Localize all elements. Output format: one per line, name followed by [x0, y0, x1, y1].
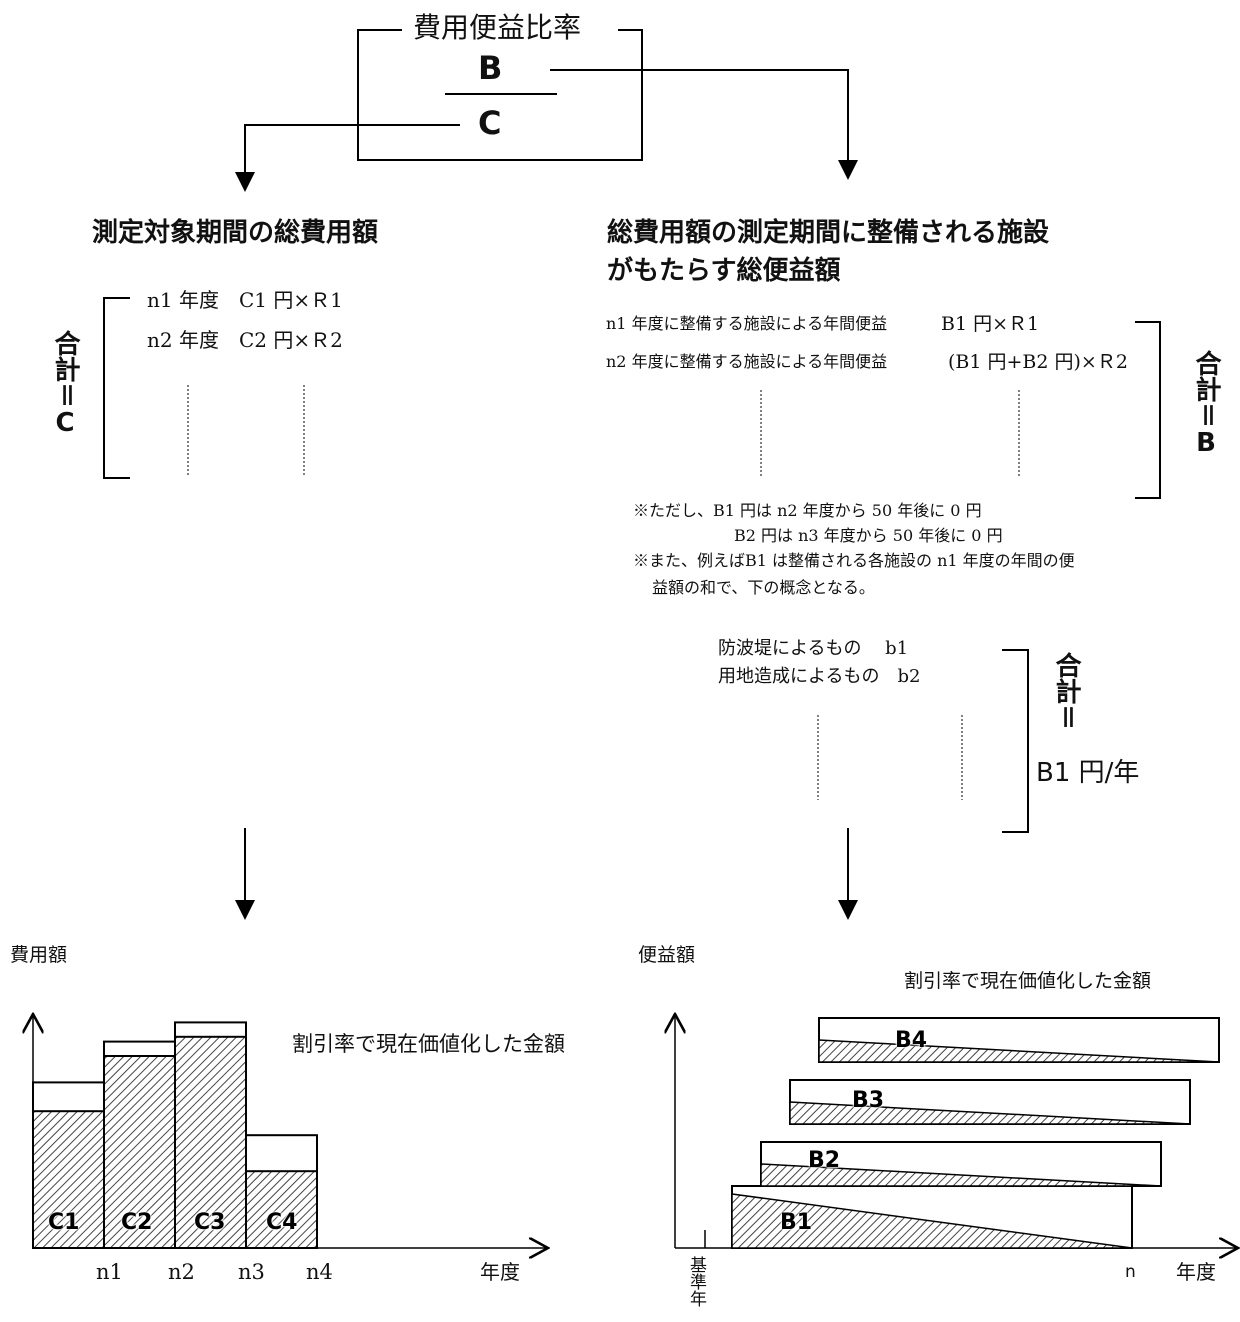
cost-tick-n3: n3 [238, 1260, 265, 1284]
sub-total-label: 合計＝ [1051, 652, 1081, 730]
benefit-bands [731, 1017, 1220, 1249]
benefit-band-label-b3: B3 [852, 1088, 885, 1113]
benefit-wedge-b2 [760, 1163, 1162, 1187]
benefit-wedge-b3 [789, 1101, 1191, 1125]
benefit-wedge-b4 [818, 1039, 1220, 1063]
benefit-wedge-b1 [731, 1193, 1133, 1249]
cost-bar-discounted-c1 [32, 1110, 105, 1249]
cost-tick-n2: n2 [168, 1260, 195, 1284]
base-year-label: 基準年 [686, 1256, 706, 1307]
cost-heading: 測定対象期間の総費用額 [92, 218, 379, 248]
cost-total: 合計＝C [50, 330, 80, 438]
benefit-band-label-b4: B4 [895, 1028, 928, 1053]
cost-chart-annotation: 割引率で現在価値化した金額 [292, 1032, 565, 1056]
benefit-heading-line1: 総費用額の測定期間に整備される施設 [607, 218, 1050, 248]
cost-tick-n4: n4 [306, 1260, 333, 1284]
ratio-title: 費用便益比率 [413, 11, 582, 44]
benefit-note-2: B2 円は n3 年度から 50 年後に 0 円 [734, 526, 1003, 545]
sub-row-1: 防波堤によるもの b1 [718, 638, 909, 659]
ratio-box [357, 29, 643, 161]
benefit-bracket [1135, 321, 1161, 499]
benefit-heading-line2: がもたらす総便益額 [607, 256, 841, 286]
sub-bracket [1002, 649, 1029, 833]
cost-bar-discounted-c4 [245, 1170, 318, 1249]
benefit-note-3: ※また、例えばB1 は整備される各施設の n1 年度の年間の便 [633, 551, 1075, 570]
benefit-note-1: ※ただし、B1 円は n2 年度から 50 年後に 0 円 [633, 501, 982, 520]
benefit-band-label-b1: B1 [780, 1210, 813, 1235]
cost-chart-ylabel: 費用額 [10, 944, 68, 966]
benefit-chart-ylabel: 便益額 [638, 944, 696, 966]
benefit-chart-annotation: 割引率で現在価値化した金額 [904, 970, 1152, 992]
benefit-chart-xlabel: 年度 [1176, 1260, 1216, 1284]
cost-bar-label-c2: C2 [121, 1210, 153, 1235]
benefit-row-2-label: n2 年度に整備する施設による年間便益 [606, 352, 888, 371]
cost-bars [32, 1021, 318, 1250]
benefit-note-4: 益額の和で、下の概念となる。 [652, 578, 875, 597]
cost-chart-xlabel: 年度 [480, 1260, 520, 1284]
sub-row-2: 用地造成によるもの b2 [718, 666, 921, 687]
cost-bracket [103, 297, 130, 479]
benefit-row-1-value: B1 円×Ｒ1 [941, 313, 1040, 335]
cost-bar-discounted-c2 [103, 1055, 176, 1249]
sub-total-value: B1 円/年 [1036, 758, 1140, 788]
benefit-total: 合計＝B [1191, 350, 1221, 458]
cost-bar-discounted-c3 [174, 1035, 247, 1250]
cost-row-1: n1 年度 C1 円×Ｒ1 [147, 288, 343, 312]
benefit-end-tick: n [1125, 1262, 1136, 1282]
cost-bar-label-c3: C3 [194, 1210, 226, 1235]
cost-connector-arrow [235, 124, 460, 192]
cost-bar-label-c4: C4 [266, 1210, 298, 1235]
cost-tick-n1: n1 [96, 1260, 123, 1284]
benefit-connector-arrow [550, 69, 858, 180]
benefit-row-2-value: (B1 円+B2 円)×Ｒ2 [948, 351, 1128, 373]
benefit-row-1-label: n1 年度に整備する施設による年間便益 [606, 314, 888, 333]
cost-row-2: n2 年度 C2 円×Ｒ2 [147, 328, 343, 352]
ratio-numerator: B [478, 49, 503, 87]
benefit-band-label-b2: B2 [808, 1148, 841, 1173]
ratio-denominator: C [478, 104, 502, 142]
cost-bar-label-c1: C1 [48, 1210, 80, 1235]
